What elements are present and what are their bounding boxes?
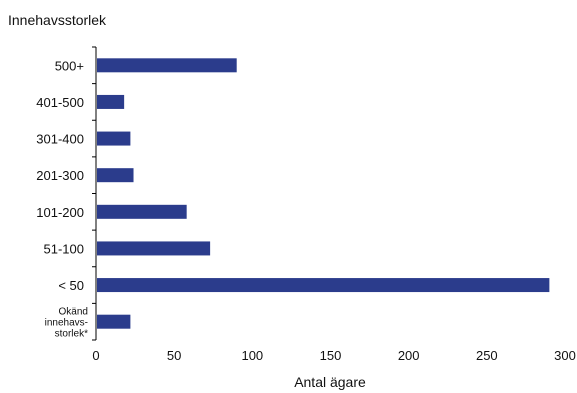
bar-2 bbox=[97, 94, 125, 109]
category-label: Okänd innehavs-storlek* bbox=[45, 307, 88, 340]
category-label: 301-400 bbox=[36, 132, 84, 147]
bar-4 bbox=[97, 168, 134, 183]
bar-5 bbox=[97, 204, 187, 219]
category-label: 51-100 bbox=[44, 241, 84, 256]
plot-area: 500+ 401-500 301-400 201-300 101-200 51-100 < … bbox=[36, 46, 576, 363]
x-tick-label: 250 bbox=[476, 348, 498, 363]
category-label: 401-500 bbox=[36, 95, 84, 110]
x-tick-label: 150 bbox=[320, 348, 342, 363]
x-tick-label: 100 bbox=[241, 348, 263, 363]
x-axis-title: Antal ägare bbox=[294, 374, 366, 390]
x-tick-label: 50 bbox=[167, 348, 181, 363]
category-label: 201-300 bbox=[36, 168, 84, 183]
category-label: < 50 bbox=[58, 278, 84, 293]
y-axis-title: Innehavsstorlek bbox=[8, 12, 107, 28]
category-label: 500+ bbox=[55, 58, 84, 73]
bar-3 bbox=[97, 131, 131, 146]
bar-8 bbox=[97, 314, 131, 329]
category-label: 101-200 bbox=[36, 205, 84, 220]
bar-6 bbox=[97, 241, 211, 256]
x-tick-label: 300 bbox=[554, 348, 576, 363]
x-tick-label: 0 bbox=[92, 348, 99, 363]
bar-7 bbox=[97, 278, 550, 293]
bar-1 bbox=[97, 58, 237, 73]
x-tick-label: 200 bbox=[398, 348, 420, 363]
